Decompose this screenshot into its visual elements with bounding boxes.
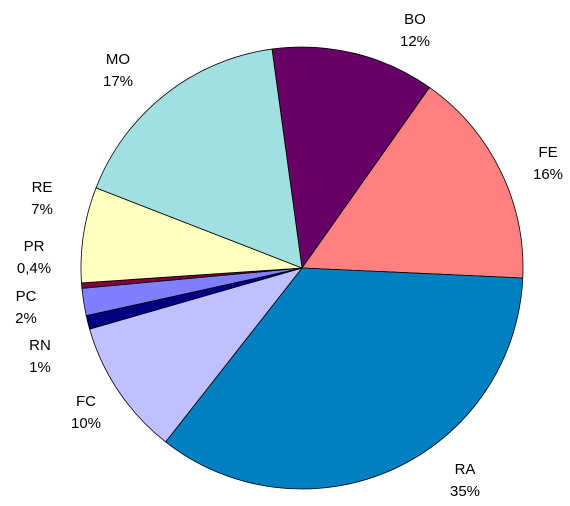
slice-label: RA (455, 461, 476, 478)
slice-label: BO (404, 11, 426, 28)
pie-slice (301, 86, 524, 279)
pie-slice (165, 267, 524, 490)
slice-value-label: 1% (29, 359, 51, 376)
slice-label: PC (16, 288, 37, 305)
slice-label: RN (29, 337, 51, 354)
slice-value-label: 35% (450, 483, 480, 500)
slice-label: FC (76, 393, 96, 410)
slice-value-label: 0,4% (17, 260, 51, 277)
slice-value-label: 2% (15, 310, 37, 327)
slice-label: PR (24, 238, 45, 255)
slice-label: FE (538, 144, 557, 161)
slice-label: RE (32, 179, 53, 196)
slice-value-label: 16% (533, 166, 563, 183)
pie-slice (95, 48, 303, 269)
slice-value-label: 17% (103, 73, 133, 90)
slice-value-label: 7% (31, 201, 53, 218)
pie-slice (271, 46, 431, 270)
pie-slice (89, 267, 304, 443)
slice-value-label: 10% (71, 415, 101, 432)
slice-value-label: 12% (400, 33, 430, 50)
slice-label: MO (106, 51, 130, 68)
